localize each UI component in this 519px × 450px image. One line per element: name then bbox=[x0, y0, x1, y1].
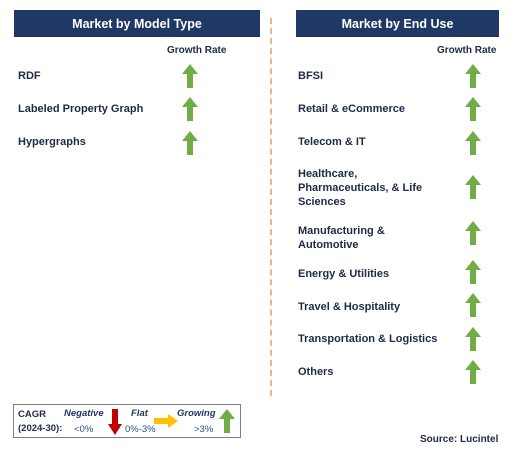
growing-arrow-icon bbox=[182, 131, 198, 155]
negative-range: <0% bbox=[74, 424, 94, 435]
model-type-header: Market by Model Type bbox=[14, 10, 260, 37]
end-use-header: Market by End Use bbox=[296, 10, 499, 37]
end-use-item-energy: Energy & Utilities bbox=[298, 268, 390, 280]
end-use-item-manufacturing: Manufacturing & Automotive bbox=[298, 225, 385, 251]
model-type-item-rdf: RDF bbox=[18, 70, 41, 82]
flat-label: Flat bbox=[131, 408, 148, 419]
flat-range: 0%-3% bbox=[125, 424, 156, 435]
growing-arrow-icon bbox=[219, 409, 235, 433]
cagr-legend: CAGR (2024-30): Negative <0% Flat 0%-3% … bbox=[13, 404, 241, 438]
negative-arrow-icon bbox=[108, 409, 122, 435]
cagr-label: CAGR bbox=[18, 409, 46, 420]
model-type-item-labeled-property-graph: Labeled Property Graph bbox=[18, 103, 144, 115]
end-use-item-healthcare: Healthcare, Pharmaceuticals, & Life Scie… bbox=[298, 168, 423, 208]
growing-arrow-icon bbox=[182, 97, 198, 121]
negative-label: Negative bbox=[64, 408, 104, 419]
end-use-title: Market by End Use bbox=[341, 16, 454, 31]
growing-arrow-icon bbox=[465, 327, 481, 351]
model-type-title: Market by Model Type bbox=[72, 16, 202, 31]
growing-arrow-icon bbox=[465, 64, 481, 88]
end-use-item-bfsi: BFSI bbox=[298, 70, 324, 82]
growing-arrow-icon bbox=[465, 175, 481, 199]
growing-arrow-icon bbox=[465, 221, 481, 245]
end-use-item-retail: Retail & eCommerce bbox=[298, 103, 405, 115]
growing-range: >3% bbox=[194, 424, 214, 435]
growing-arrow-icon bbox=[465, 293, 481, 317]
growing-arrow-icon bbox=[465, 260, 481, 284]
cagr-period-label: (2024-30): bbox=[18, 423, 63, 434]
growing-arrow-icon bbox=[465, 360, 481, 384]
growing-arrow-icon bbox=[465, 131, 481, 155]
flat-arrow-icon bbox=[154, 414, 178, 428]
source-note: Source: Lucintel bbox=[420, 434, 499, 445]
end-use-item-transportation: Transportation & Logistics bbox=[298, 333, 438, 345]
growing-arrow-icon bbox=[465, 97, 481, 121]
growth-rate-label: Growth Rate bbox=[167, 45, 227, 56]
growing-arrow-icon bbox=[182, 64, 198, 88]
growth-rate-label: Growth Rate bbox=[437, 45, 497, 56]
end-use-item-telecom: Telecom & IT bbox=[298, 136, 366, 148]
model-type-item-hypergraphs: Hypergraphs bbox=[18, 136, 86, 148]
end-use-item-travel: Travel & Hospitality bbox=[298, 301, 401, 313]
end-use-item-others: Others bbox=[298, 366, 334, 378]
growing-label: Growing bbox=[177, 408, 216, 419]
panel-divider bbox=[270, 18, 272, 396]
